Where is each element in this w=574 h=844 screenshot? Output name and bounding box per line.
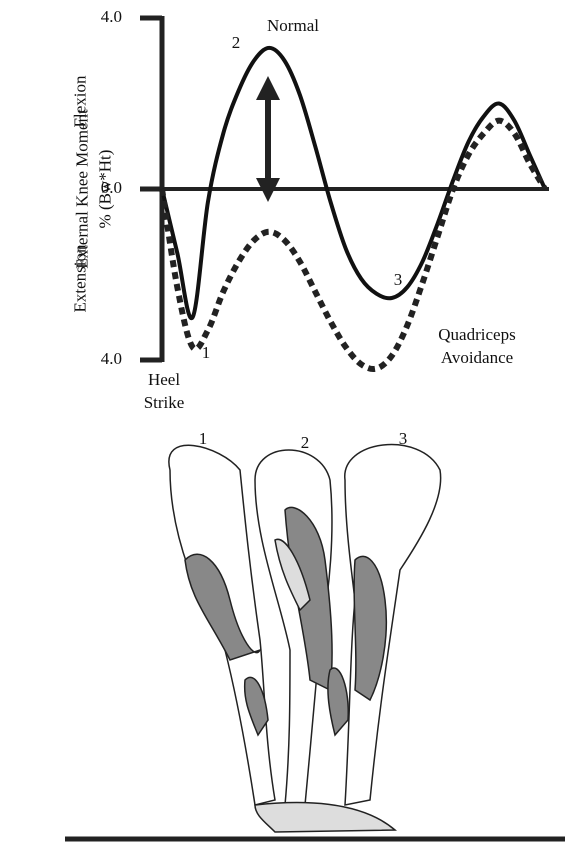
point-label: 2	[232, 33, 241, 52]
figure-label: 3	[399, 429, 408, 448]
y-tick-label: 4.0	[101, 7, 122, 26]
figure-label: 1	[199, 429, 208, 448]
figure-label: 2	[301, 433, 310, 452]
quadriceps-avoidance-label: Quadriceps Avoidance	[418, 323, 536, 369]
y-tick-label: 4.0	[101, 349, 122, 368]
point-label: 3	[394, 270, 403, 289]
leg-illustration	[169, 445, 441, 832]
series-line	[162, 48, 545, 318]
point-label: 1	[202, 343, 211, 362]
heel-strike-label: Heel Strike	[139, 368, 189, 414]
normal-label: Normal	[267, 16, 319, 35]
extension-label: Extension	[69, 229, 92, 329]
figure: 4.00.04.0 Normal 2 1 3 1 2 3 External Kn…	[0, 0, 574, 844]
flexion-label: Flexion	[69, 62, 92, 142]
